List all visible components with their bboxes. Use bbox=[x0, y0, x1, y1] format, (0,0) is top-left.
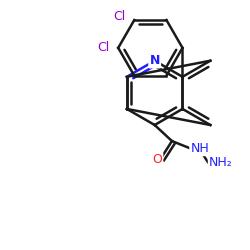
Text: N: N bbox=[150, 54, 160, 67]
Text: NH: NH bbox=[190, 142, 209, 155]
Text: Cl: Cl bbox=[97, 41, 110, 54]
Text: O: O bbox=[152, 153, 162, 166]
Text: Cl: Cl bbox=[114, 10, 126, 23]
Text: NH₂: NH₂ bbox=[209, 156, 233, 168]
